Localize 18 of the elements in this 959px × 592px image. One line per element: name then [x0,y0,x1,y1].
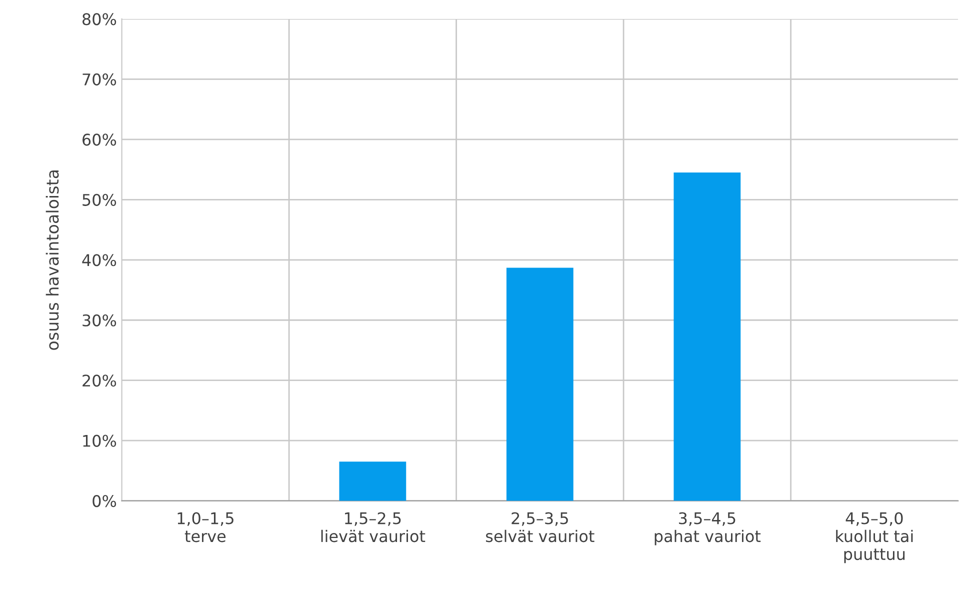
bar [674,172,741,501]
y-tick-label: 30% [82,314,116,326]
y-tick-label: 10% [83,434,116,447]
y-tick-label: 20% [82,374,116,387]
x-tick-label: 1,0–1,5 terve [178,512,234,542]
bar [506,268,574,501]
y-tick-label: 80% [82,13,116,26]
y-tick-label: 60% [82,134,116,146]
y-axis-title: osuus havaintoaloista [46,170,59,350]
y-tick-label: 40% [82,254,116,266]
y-tick-label: 0% [92,495,116,508]
x-tick-label: 4,5–5,0 kuollut tai puuttuu [836,512,913,564]
x-tick-label: 3,5–4,5 pahat vauriot [654,512,761,546]
x-tick-label: 1,5–2,5 lievät vauriot [321,512,426,542]
x-tick-label: 2,5–3,5 selvät vauriot [486,512,594,542]
y-tick-label: 50% [82,194,116,206]
bar [339,462,406,501]
y-tick-label: 70% [82,73,116,86]
